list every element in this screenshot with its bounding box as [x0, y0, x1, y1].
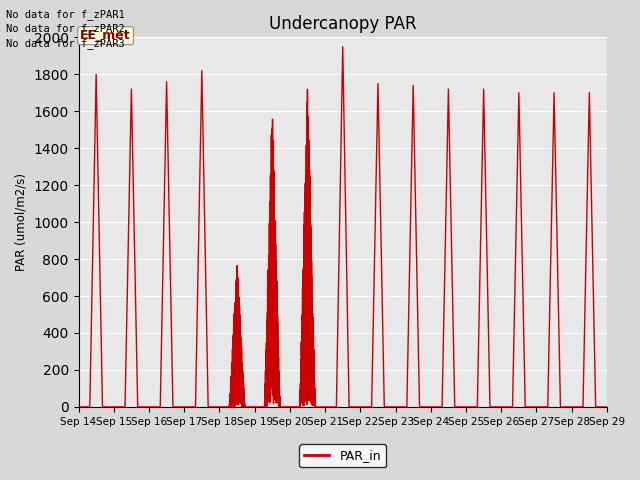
Title: Undercanopy PAR: Undercanopy PAR — [269, 15, 417, 33]
Text: No data for f_zPAR1: No data for f_zPAR1 — [6, 9, 125, 20]
Text: No data for f_zPAR2: No data for f_zPAR2 — [6, 23, 125, 34]
Text: EE_met: EE_met — [80, 29, 131, 42]
Legend: PAR_in: PAR_in — [300, 444, 386, 467]
Y-axis label: PAR (umol/m2/s): PAR (umol/m2/s) — [15, 173, 28, 271]
Text: No data for f_zPAR3: No data for f_zPAR3 — [6, 37, 125, 48]
